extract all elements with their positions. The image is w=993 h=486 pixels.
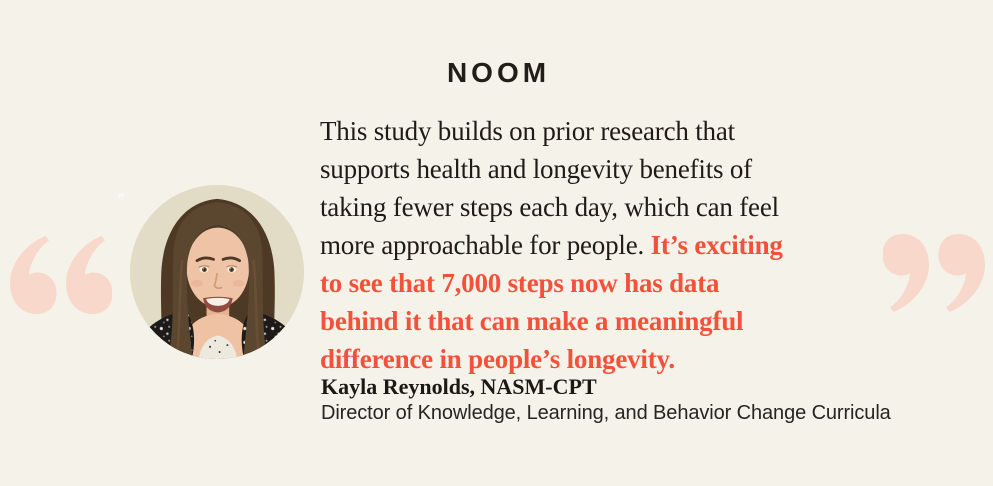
quote-segment-highlight: behind it that can make a meaningful <box>320 306 744 336</box>
quote-line: supports health and longevity benefits o… <box>320 150 880 188</box>
quote-segment: more approachable for people. <box>320 230 651 260</box>
quote-line: more approachable for people. It’s excit… <box>320 226 880 264</box>
avatar <box>130 185 304 359</box>
quote-line: difference in people’s longevity. <box>320 340 880 378</box>
quote-line: behind it that can make a meaningful <box>320 302 880 340</box>
quote-line: taking fewer steps each day, which can f… <box>320 188 880 226</box>
quote-segment: supports health and longevity benefits o… <box>320 154 752 184</box>
quote-segment-highlight: difference in people’s longevity. <box>320 344 675 374</box>
opening-quote-icon <box>10 235 112 315</box>
tiny-quote-artifact-icon: “ <box>117 192 125 208</box>
quote-text: This study builds on prior research that… <box>320 112 880 378</box>
quote-segment: This study builds on prior research that <box>320 116 735 146</box>
noom-logo: NOOM <box>446 57 551 88</box>
attribution-role: Director of Knowledge, Learning, and Beh… <box>321 402 891 424</box>
quote-segment-highlight: to see that 7,000 steps now has data <box>320 268 720 298</box>
attribution-name: Kayla Reynolds, NASM-CPT <box>321 374 597 399</box>
closing-quote-icon <box>883 233 985 313</box>
quote-line: to see that 7,000 steps now has data <box>320 264 880 302</box>
quote-line: This study builds on prior research that <box>320 112 880 150</box>
quote-segment: taking fewer steps each day, which can f… <box>320 192 779 222</box>
attribution: Kayla Reynolds, NASM-CPT Director of Kno… <box>321 374 891 425</box>
quote-segment-highlight: It’s exciting <box>650 230 783 260</box>
